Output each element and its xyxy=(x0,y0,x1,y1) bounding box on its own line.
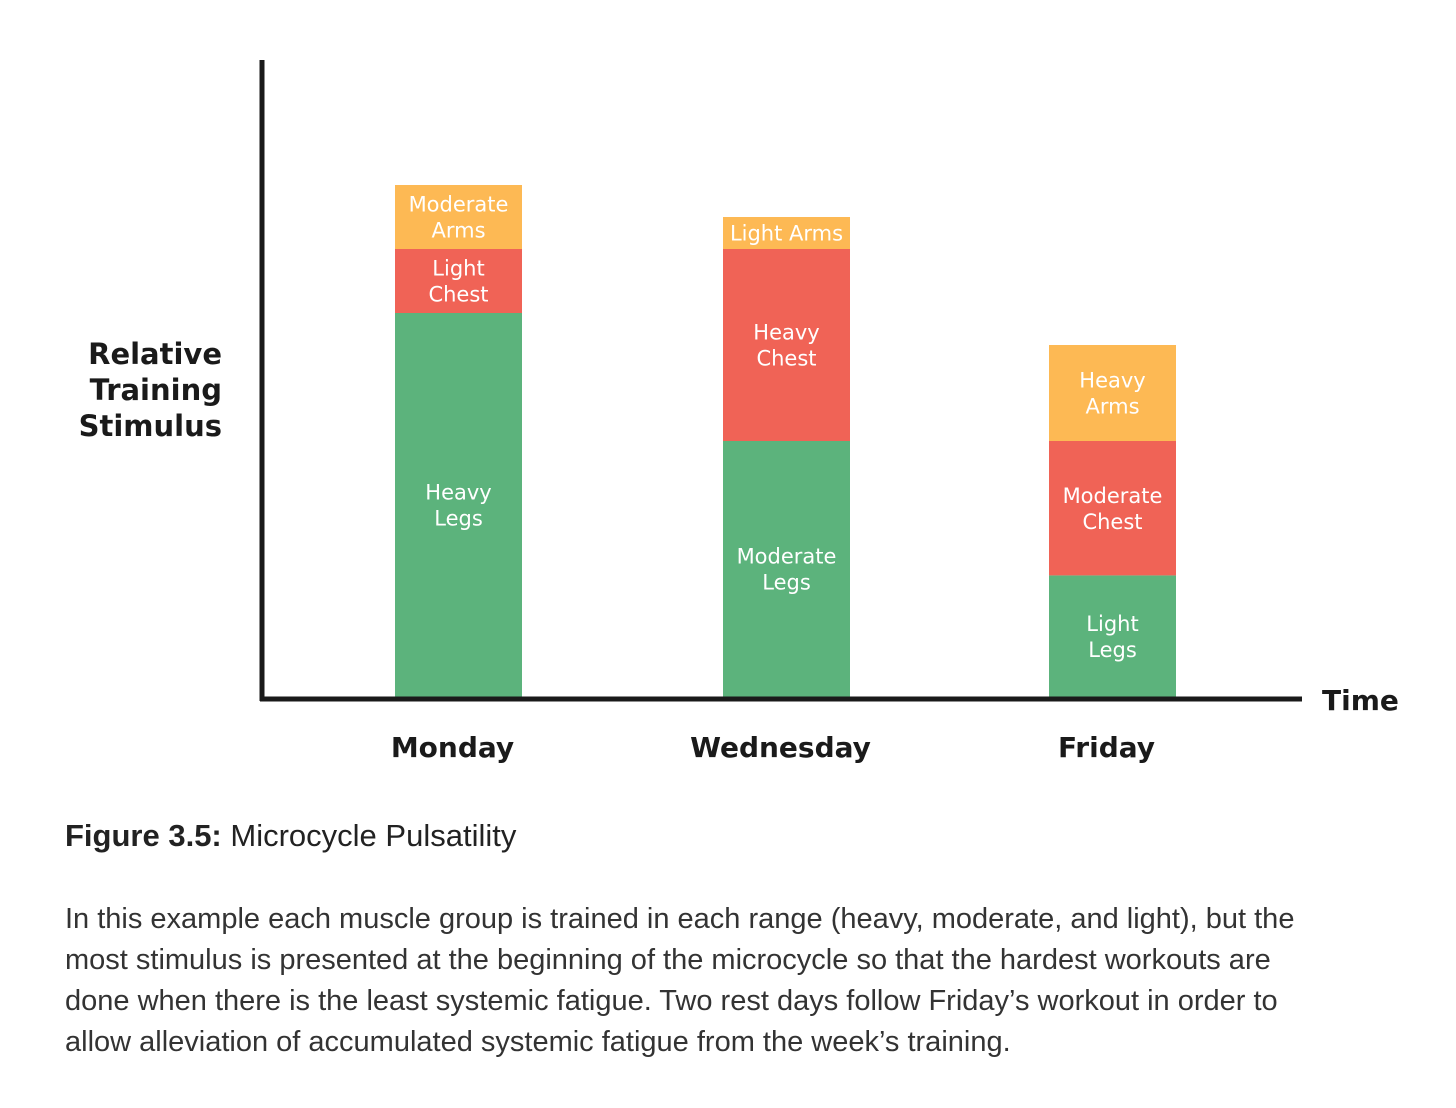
segment-label-line: Chest xyxy=(756,347,816,371)
segment-label-friday-legs: Light Legs xyxy=(1086,612,1138,662)
axes-layer: Time xyxy=(259,60,1399,717)
segment-label-line: Moderate xyxy=(409,193,509,217)
segment-label-wednesday-chest: Heavy Chest xyxy=(753,321,819,371)
description-line: done when there is the least systemic fa… xyxy=(65,985,1278,1017)
y-axis-label: Relative Training Stimulus xyxy=(70,336,222,444)
segment-label-line: Legs xyxy=(1088,638,1137,662)
bar-segment-wednesday-chest xyxy=(723,249,850,441)
x-tick-label-wednesday: Wednesday xyxy=(690,731,871,764)
segment-label-monday-arms: Moderate Arms xyxy=(409,193,509,243)
bar-segment-monday-arms xyxy=(395,185,522,249)
segment-label-line: Chest xyxy=(1082,510,1142,534)
segment-label-friday-chest: Moderate Chest xyxy=(1063,484,1163,534)
figure-description: In this example each muscle group is tra… xyxy=(65,899,1405,1063)
y-axis-label-line: Relative xyxy=(88,337,222,371)
segment-label-line: Legs xyxy=(434,507,483,531)
description-line: most stimulus is presented at the beginn… xyxy=(65,944,1271,976)
segment-label-wednesday-legs: Moderate Legs xyxy=(737,545,837,595)
bar-segment-friday-chest xyxy=(1049,441,1176,576)
segment-label-line: Light Arms xyxy=(730,222,843,246)
segment-label-line: Arms xyxy=(431,219,485,243)
y-axis-label-line: Stimulus xyxy=(78,409,222,443)
segment-label-monday-chest: Light Chest xyxy=(428,257,488,307)
description-line: allow alleviation of accumulated systemi… xyxy=(65,1026,1011,1058)
description-line: In this example each muscle group is tra… xyxy=(65,903,1295,935)
bar-segment-monday-chest xyxy=(395,249,522,313)
segment-label-line: Moderate xyxy=(1063,484,1163,508)
x-tick-label-monday: Monday xyxy=(391,731,514,764)
bar-segment-friday-arms xyxy=(1049,345,1176,441)
segment-label-line: Heavy xyxy=(425,481,491,505)
segment-label-line: Heavy xyxy=(1079,369,1145,393)
segment-label-line: Moderate xyxy=(737,545,837,569)
x-axis-label: Time xyxy=(1322,684,1399,717)
bar-segment-monday-legs xyxy=(395,313,522,697)
segment-label-friday-arms: Heavy Arms xyxy=(1079,369,1145,419)
segment-label-line: Arms xyxy=(1085,395,1139,419)
figure-caption: Figure 3.5: Microcycle Pulsatility xyxy=(65,818,516,854)
segment-label-line: Chest xyxy=(428,283,488,307)
segment-label-line: Legs xyxy=(762,571,811,595)
x-tick-label-friday: Friday xyxy=(1058,731,1155,764)
segment-label-line: Light xyxy=(1086,612,1138,636)
segment-label-line: Light xyxy=(432,257,484,281)
segment-label-monday-legs: Heavy Legs xyxy=(425,481,491,531)
y-axis-label-line: Training xyxy=(89,373,222,407)
figure-title: Microcycle Pulsatility xyxy=(230,818,517,853)
segment-label-wednesday-arms: Light Arms xyxy=(730,222,843,246)
segment-label-line: Heavy xyxy=(753,321,819,345)
bar-segment-wednesday-legs xyxy=(723,441,850,697)
x-tick-labels: Monday Wednesday Friday xyxy=(391,731,1155,764)
bar-segment-wednesday-arms xyxy=(723,217,850,249)
bar-segment-friday-legs xyxy=(1049,575,1176,697)
figure-number: Figure 3.5: xyxy=(65,818,222,853)
